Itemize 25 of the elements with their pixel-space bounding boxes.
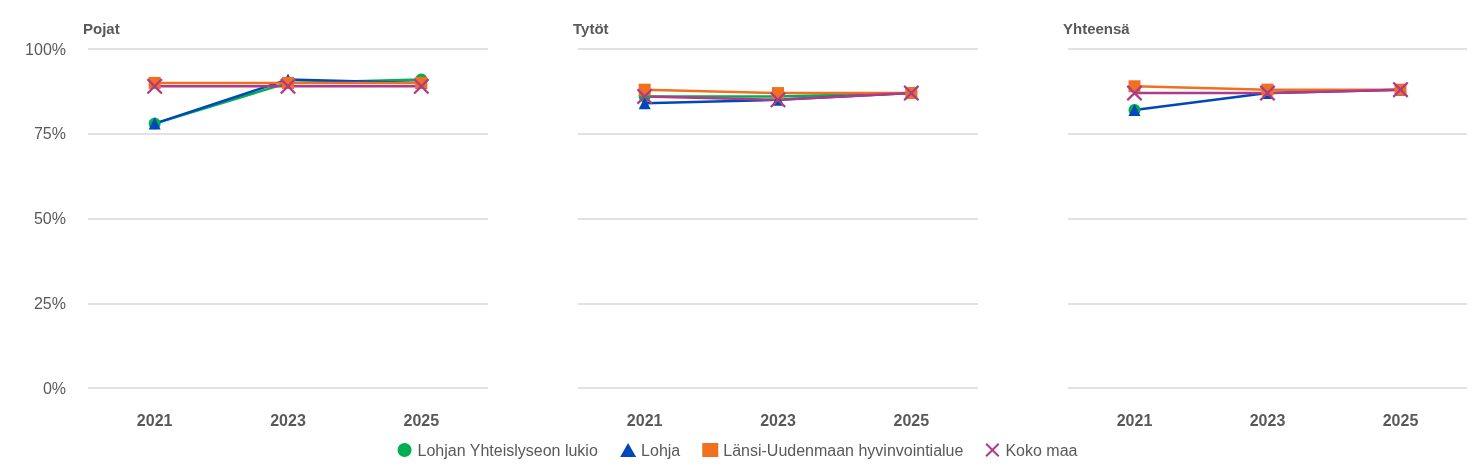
- x-tick-label: 2023: [1249, 411, 1286, 429]
- point: [146, 78, 163, 95]
- x-tick-label: 2023: [270, 411, 306, 429]
- legend-label: Länsi-Uudenmaan hyvinvointialue: [723, 441, 964, 459]
- x-tick-label: 2025: [1382, 411, 1419, 429]
- y-tick-label: 25%: [33, 294, 66, 312]
- legend-label: Lohjan Yhteislyseon lukio: [417, 441, 598, 459]
- x-tick-label: 2025: [893, 411, 930, 429]
- y-tick-label: 0%: [42, 379, 66, 397]
- y-tick-label: 75%: [33, 125, 66, 143]
- legend-label: Lohja: [641, 441, 681, 459]
- x-tick-label: 2025: [403, 411, 440, 429]
- y-tick-label: 50%: [33, 210, 66, 227]
- point: [280, 78, 296, 95]
- x-tick-label: 2023: [760, 411, 796, 429]
- legend-label: Koko maa: [1005, 441, 1078, 459]
- point: [413, 78, 430, 95]
- chart-title: Yhteensä: [1063, 20, 1131, 37]
- chart-title: Pojat: [83, 20, 120, 37]
- x-tick-label: 2021: [626, 411, 663, 429]
- y-tick-label: 100%: [25, 40, 66, 58]
- chart-title: Tytöt: [573, 20, 609, 37]
- x-tick-label: 2021: [1116, 411, 1153, 429]
- x-tick-label: 2021: [136, 411, 173, 429]
- point: [1126, 85, 1143, 102]
